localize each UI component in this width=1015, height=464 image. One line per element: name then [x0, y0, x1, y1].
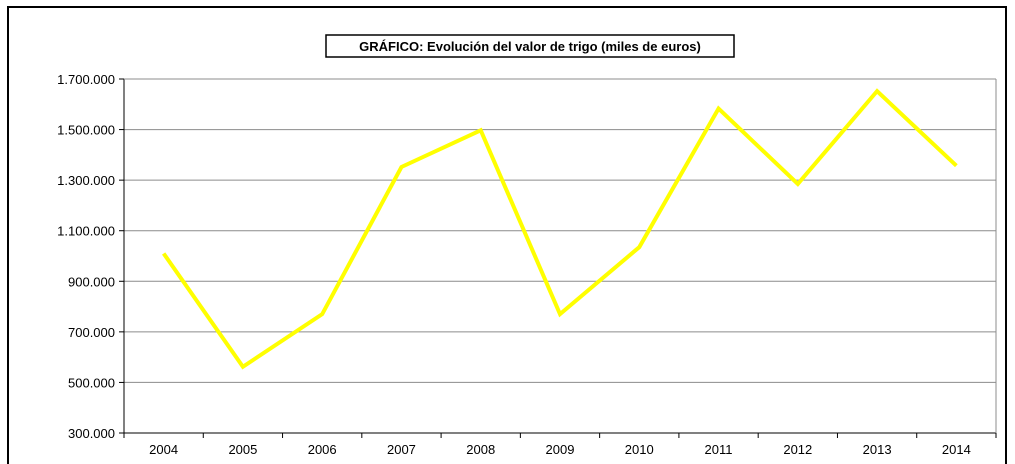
y-axis-tick-labels: 300.000 500.000 700.000 900.000 1.100.000 1.3… [57, 72, 115, 441]
y-tick-label: 300.000 [68, 426, 115, 441]
series-lines [161, 88, 958, 370]
y-tick-label: 1.500.000 [57, 123, 115, 138]
chart-title-border [325, 34, 735, 58]
x-tick-label: 2007 [387, 442, 416, 457]
axes [123, 78, 997, 438]
x-tick-label: 2004 [149, 442, 178, 457]
x-tick-label: 2013 [863, 442, 892, 457]
y-tick-label: 900.000 [68, 274, 115, 289]
x-tick-label: 2010 [625, 442, 654, 457]
x-axis-tick-labels: 2004 2005 2006 2007 2008 2009 2010 2011 2012 2013… [149, 442, 971, 457]
x-tick-label: 2014 [942, 442, 971, 457]
chart-title: GRÁFICO: Evolución del valor de trigo (m… [359, 39, 701, 54]
chart-title-box: GRÁFICO: Evolución del valor de trigo (m… [325, 34, 735, 58]
x-tick-label: 2008 [466, 442, 495, 457]
x-tick-label: 2009 [546, 442, 575, 457]
y-tick-label: 1.100.000 [57, 224, 115, 239]
y-tick-label: 700.000 [68, 325, 115, 340]
x-tick-label: 2005 [228, 442, 257, 457]
x-tick-label: 2011 [705, 442, 733, 457]
x-tick-label: 2012 [783, 442, 812, 457]
x-tick-label: 2006 [308, 442, 337, 457]
plot-area [124, 79, 996, 433]
y-tick-label: 1.300.000 [57, 173, 115, 188]
y-tick-label: 1.700.000 [57, 72, 115, 87]
y-tick-label: 500.000 [68, 375, 115, 390]
